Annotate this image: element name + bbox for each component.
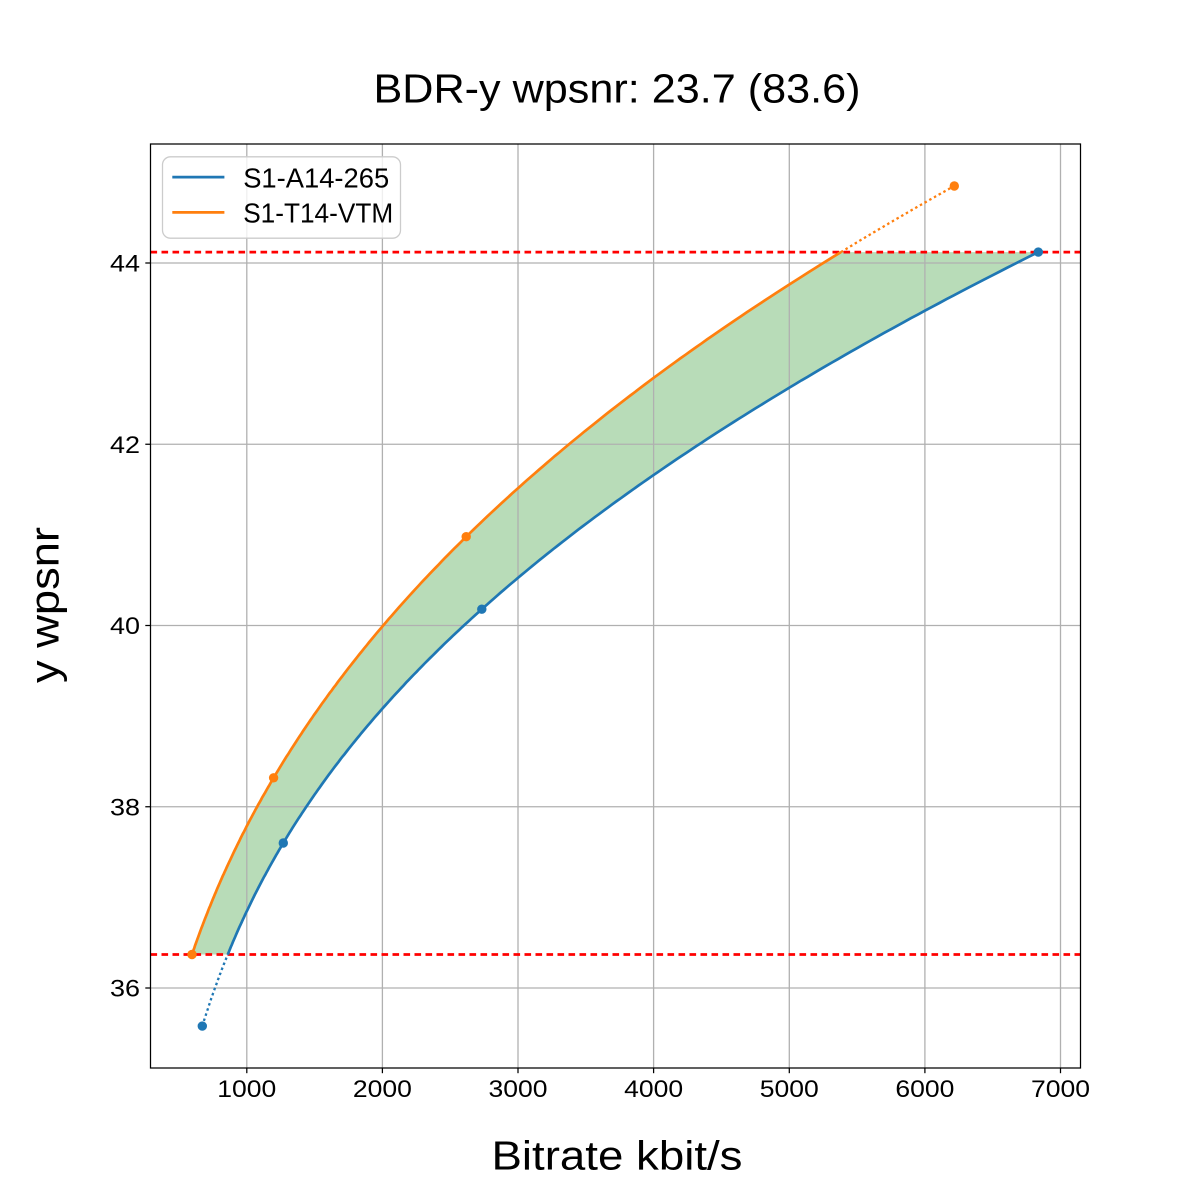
svg-text:5000: 5000 bbox=[760, 1076, 819, 1103]
svg-text:38: 38 bbox=[110, 794, 140, 821]
svg-text:BDR-y wpsnr: 23.7 (83.6): BDR-y wpsnr: 23.7 (83.6) bbox=[374, 66, 861, 112]
svg-text:Bitrate kbit/s: Bitrate kbit/s bbox=[492, 1132, 743, 1178]
svg-text:6000: 6000 bbox=[895, 1076, 954, 1103]
svg-text:y wpsnr: y wpsnr bbox=[22, 527, 68, 683]
svg-text:2000: 2000 bbox=[353, 1076, 412, 1103]
svg-text:3000: 3000 bbox=[489, 1076, 548, 1103]
svg-text:42: 42 bbox=[110, 432, 140, 459]
svg-text:1000: 1000 bbox=[217, 1076, 276, 1103]
svg-text:36: 36 bbox=[110, 976, 140, 1003]
svg-text:44: 44 bbox=[110, 251, 140, 278]
svg-text:S1-A14-265: S1-A14-265 bbox=[243, 162, 389, 193]
svg-text:40: 40 bbox=[110, 613, 140, 640]
svg-text:7000: 7000 bbox=[1031, 1076, 1090, 1103]
svg-text:S1-T14-VTM: S1-T14-VTM bbox=[243, 198, 393, 229]
svg-text:4000: 4000 bbox=[624, 1076, 683, 1103]
